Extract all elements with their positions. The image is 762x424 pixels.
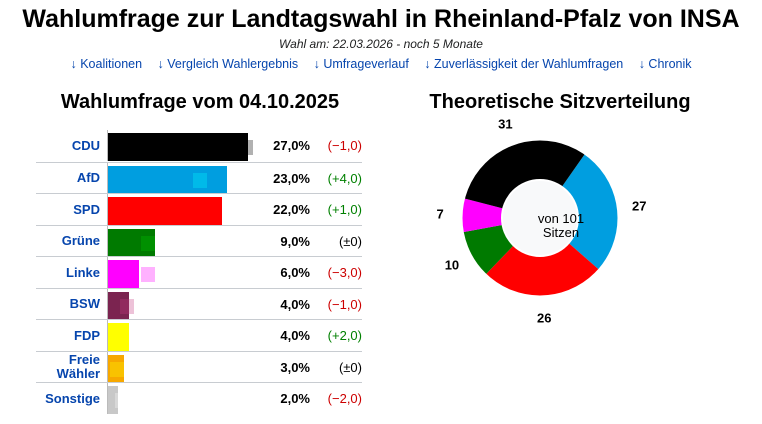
election-date-subtitle: Wahl am: 22.03.2026 - noch 5 Monate — [279, 37, 483, 51]
seat-count-label: 10 — [444, 257, 460, 273]
party-row-gruene: Grüne 9,0% (±0) — [36, 224, 362, 257]
party-name-link[interactable]: CDU — [71, 137, 100, 153]
party-name-link[interactable]: Linke — [66, 264, 100, 280]
vote-bar — [108, 165, 228, 194]
previous-poll-marker — [140, 235, 155, 251]
donut-center — [501, 179, 579, 257]
party-name-link[interactable]: AfD — [76, 170, 100, 185]
seat-count-label: 7 — [436, 206, 444, 222]
vote-percent: 22,0% — [273, 202, 310, 217]
vote-change: (−2,0) — [327, 391, 362, 406]
seat-slice-spd — [485, 243, 599, 296]
seat-count-label: 27 — [632, 198, 647, 214]
nav-link-chronik[interactable]: ↓ Chronik — [638, 57, 692, 71]
previous-poll-marker — [114, 393, 129, 408]
vote-bar — [108, 386, 119, 414]
bar-area — [107, 162, 258, 194]
party-row-spd: SPD 22,0% (+1,0) — [36, 193, 362, 225]
party-name-link[interactable]: FDP — [74, 327, 100, 343]
party-name-link[interactable]: BSW — [69, 296, 100, 311]
bar-area — [107, 257, 258, 288]
vote-percent: 2,0% — [280, 391, 310, 406]
vote-percent: 4,0% — [280, 296, 310, 312]
vote-bar — [108, 133, 248, 161]
vote-change: (−1,0) — [327, 138, 362, 153]
donut-center-label: von 101 Sitzen — [537, 211, 585, 240]
previous-poll-marker — [239, 140, 254, 155]
nav-link-vergleich-wahlergebnis[interactable]: ↓ Vergleich Wahlergebnis — [157, 57, 299, 71]
vote-bar — [108, 260, 140, 288]
nav-link-zuverlaessigkeit[interactable]: ↓ Zuverlässigkeit der Wahlumfragen — [424, 57, 624, 71]
party-row-bsw: BSW 4,0% (−1,0) — [36, 287, 362, 320]
bar-area — [107, 288, 258, 320]
vote-percent: 6,0% — [280, 265, 310, 280]
vote-change: (+1,0) — [327, 202, 362, 217]
vote-percent: 3,0% — [280, 359, 310, 375]
previous-poll-marker — [108, 330, 122, 345]
seat-section-title: Theoretische Sitzverteilung — [429, 91, 691, 113]
poll-section-title: Wahlumfrage vom 04.10.2025 — [60, 91, 340, 113]
vote-change: (+4,0) — [327, 170, 362, 186]
party-row-cdu: CDU 27,0% (−1,0) — [36, 130, 362, 161]
party-row-fdp: FDP 4,0% (+2,0) — [36, 319, 362, 351]
vote-percent: 4,0% — [280, 328, 310, 343]
bar-area — [107, 320, 258, 351]
previous-poll-marker — [202, 204, 217, 219]
seat-slice-linke — [462, 198, 504, 233]
previous-poll-marker — [119, 298, 134, 314]
party-name-link[interactable]: Grüne — [61, 233, 100, 248]
vote-change: (±0) — [338, 359, 362, 375]
vote-change: (+2,0) — [327, 328, 362, 343]
seat-slice-afd — [561, 154, 618, 270]
party-name-link[interactable]: SPD — [73, 201, 100, 217]
nav-link-umfrageverlauf[interactable]: ↓ Umfrageverlauf — [313, 57, 409, 71]
bar-area — [107, 130, 258, 161]
nav-link-koalitionen[interactable]: ↓ Koalitionen — [70, 57, 143, 71]
vote-percent: 9,0% — [280, 233, 310, 249]
seat-count-label: 26 — [536, 310, 552, 326]
vote-change: (−1,0) — [327, 296, 362, 312]
vote-change: (−3,0) — [327, 265, 362, 280]
party-name-link[interactable]: Sonstige — [45, 390, 100, 406]
vote-percent: 27,0% — [273, 138, 310, 153]
seat-slice-cdu — [464, 140, 585, 209]
vote-change: (±0) — [338, 233, 362, 249]
party-row-linke: Linke 6,0% (−3,0) — [36, 256, 362, 288]
bar-area — [107, 383, 258, 414]
previous-poll-marker — [109, 361, 124, 377]
bar-area — [107, 225, 258, 257]
seat-count-label: 31 — [498, 116, 513, 132]
previous-poll-marker — [192, 172, 207, 188]
party-row-sonstige: Sonstige 2,0% (−2,0) — [36, 382, 362, 414]
page-title: Wahlumfrage zur Landtagswahl in Rheinlan… — [22, 5, 740, 33]
bar-area — [107, 351, 258, 383]
seat-donut-chart — [461, 139, 619, 297]
party-row-freie-waehler: Freie Wähler 3,0% (±0) — [36, 350, 362, 383]
section-nav: ↓ Koalitionen ↓ Vergleich Wahlergebnis ↓… — [0, 56, 762, 73]
bar-area — [107, 194, 258, 225]
party-row-afd: AfD 23,0% (+4,0) — [36, 161, 362, 194]
previous-poll-marker — [140, 267, 155, 282]
party-name-link[interactable]: Freie Wähler — [56, 352, 100, 381]
vote-percent: 23,0% — [273, 170, 310, 186]
